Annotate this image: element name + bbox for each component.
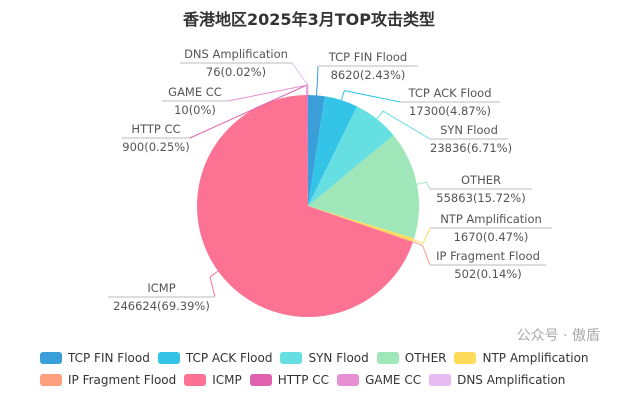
label-value: 10(0%) (174, 103, 216, 117)
pie-slice[interactable] (306, 95, 308, 206)
legend-label: OTHER (404, 351, 447, 365)
label-name: SYN Flood (440, 123, 498, 137)
legend-swatch (337, 374, 360, 386)
leader-line (340, 90, 401, 103)
legend-label: HTTP CC (277, 373, 330, 387)
data-label: TCP ACK Flood 17300(4.87%) (400, 84, 500, 120)
legend-label: TCP ACK Flood (185, 351, 273, 365)
legend-item[interactable]: ICMP (184, 372, 242, 388)
data-label: HTTP CC 900(0.25%) (122, 120, 190, 156)
label-name: OTHER (461, 173, 501, 187)
legend-swatch (454, 352, 477, 364)
label-name: NTP Amplification (440, 212, 542, 226)
legend-item[interactable]: OTHER (376, 350, 447, 366)
legend-swatch (40, 374, 62, 386)
legend-swatch (157, 352, 180, 364)
label-name: IP Fragment Flood (436, 249, 540, 263)
data-label: DNS Amplification 76(0.02%) (180, 45, 292, 81)
legend-item[interactable]: GAME CC (337, 372, 421, 388)
legend-label: SYN Flood (308, 351, 369, 365)
data-label: OTHER 55863(15.72%) (430, 171, 532, 207)
legend: TCP FIN Flood TCP ACK Flood SYN Flood OTHER… (40, 350, 610, 394)
legend-item[interactable]: SYN Flood (280, 350, 369, 366)
legend-item[interactable]: NTP Amplification (454, 350, 589, 366)
legend-item[interactable]: HTTP CC (249, 372, 330, 388)
pie-slice[interactable] (308, 135, 419, 239)
legend-item[interactable]: TCP FIN Flood (40, 350, 150, 366)
pie-slice[interactable] (308, 106, 394, 206)
watermark: 公众号 · 傲盾 (516, 328, 600, 344)
label-name: TCP ACK Flood (408, 86, 492, 100)
legend-label: NTP Amplification (482, 351, 589, 365)
legend-item[interactable]: TCP ACK Flood (157, 350, 273, 366)
label-name: GAME CC (168, 85, 222, 99)
label-name: DNS Amplification (184, 47, 288, 61)
pie-slice[interactable] (308, 95, 325, 206)
pie-slice[interactable] (308, 206, 415, 242)
leader-line (291, 62, 309, 96)
data-label: IP Fragment Flood 502(0.14%) (430, 247, 546, 283)
leader-line (416, 181, 431, 190)
leader-line (376, 110, 431, 140)
legend-label: ICMP (212, 373, 242, 387)
legend-item[interactable]: IP Fragment Flood (40, 372, 176, 388)
chart-title: 香港地区2025年3月TOP攻击类型 (183, 10, 435, 29)
leader-line (315, 65, 319, 96)
legend-item[interactable]: DNS Amplification (429, 372, 565, 388)
legend-swatch (249, 374, 272, 386)
legend-label: TCP FIN Flood (68, 351, 150, 365)
legend-label: DNS Amplification (457, 373, 566, 387)
data-label: ICMP 246624(69.39%) (108, 279, 215, 315)
label-value: 17300(4.87%) (408, 104, 492, 118)
legend-swatch (376, 352, 399, 364)
data-label: SYN Flood 23836(6.71%) (430, 121, 513, 157)
legend-swatch (184, 374, 207, 386)
leader-line (412, 241, 431, 266)
label-value: 900(0.25%) (122, 140, 190, 154)
label-value: 246624(69.39%) (113, 299, 210, 313)
label-value: 1670(0.47%) (453, 230, 529, 244)
pie-slice[interactable] (308, 96, 358, 206)
label-name: TCP FIN Flood (328, 50, 408, 64)
data-label: TCP FIN Flood 8620(2.43%) (318, 48, 418, 84)
label-value: 76(0.02%) (205, 65, 267, 79)
legend-swatch (40, 352, 62, 364)
data-label: NTP Amplification 1670(0.47%) (430, 210, 552, 246)
label-value: 8620(2.43%) (330, 68, 406, 82)
label-value: 55863(15.72%) (436, 191, 526, 205)
label-name: ICMP (147, 281, 176, 295)
legend-swatch (429, 374, 452, 386)
pie-slice[interactable] (308, 206, 414, 243)
data-label: GAME CC 10(0%) (162, 83, 228, 119)
legend-label: GAME CC (365, 373, 422, 387)
label-name: HTTP CC (131, 122, 181, 136)
legend-label: IP Fragment Flood (68, 373, 177, 387)
pie-slice[interactable] (197, 95, 413, 317)
label-value: 23836(6.71%) (430, 141, 513, 155)
label-value: 502(0.14%) (454, 267, 522, 281)
leader-line (413, 227, 431, 244)
leader-line (209, 270, 219, 298)
legend-swatch (280, 352, 303, 364)
